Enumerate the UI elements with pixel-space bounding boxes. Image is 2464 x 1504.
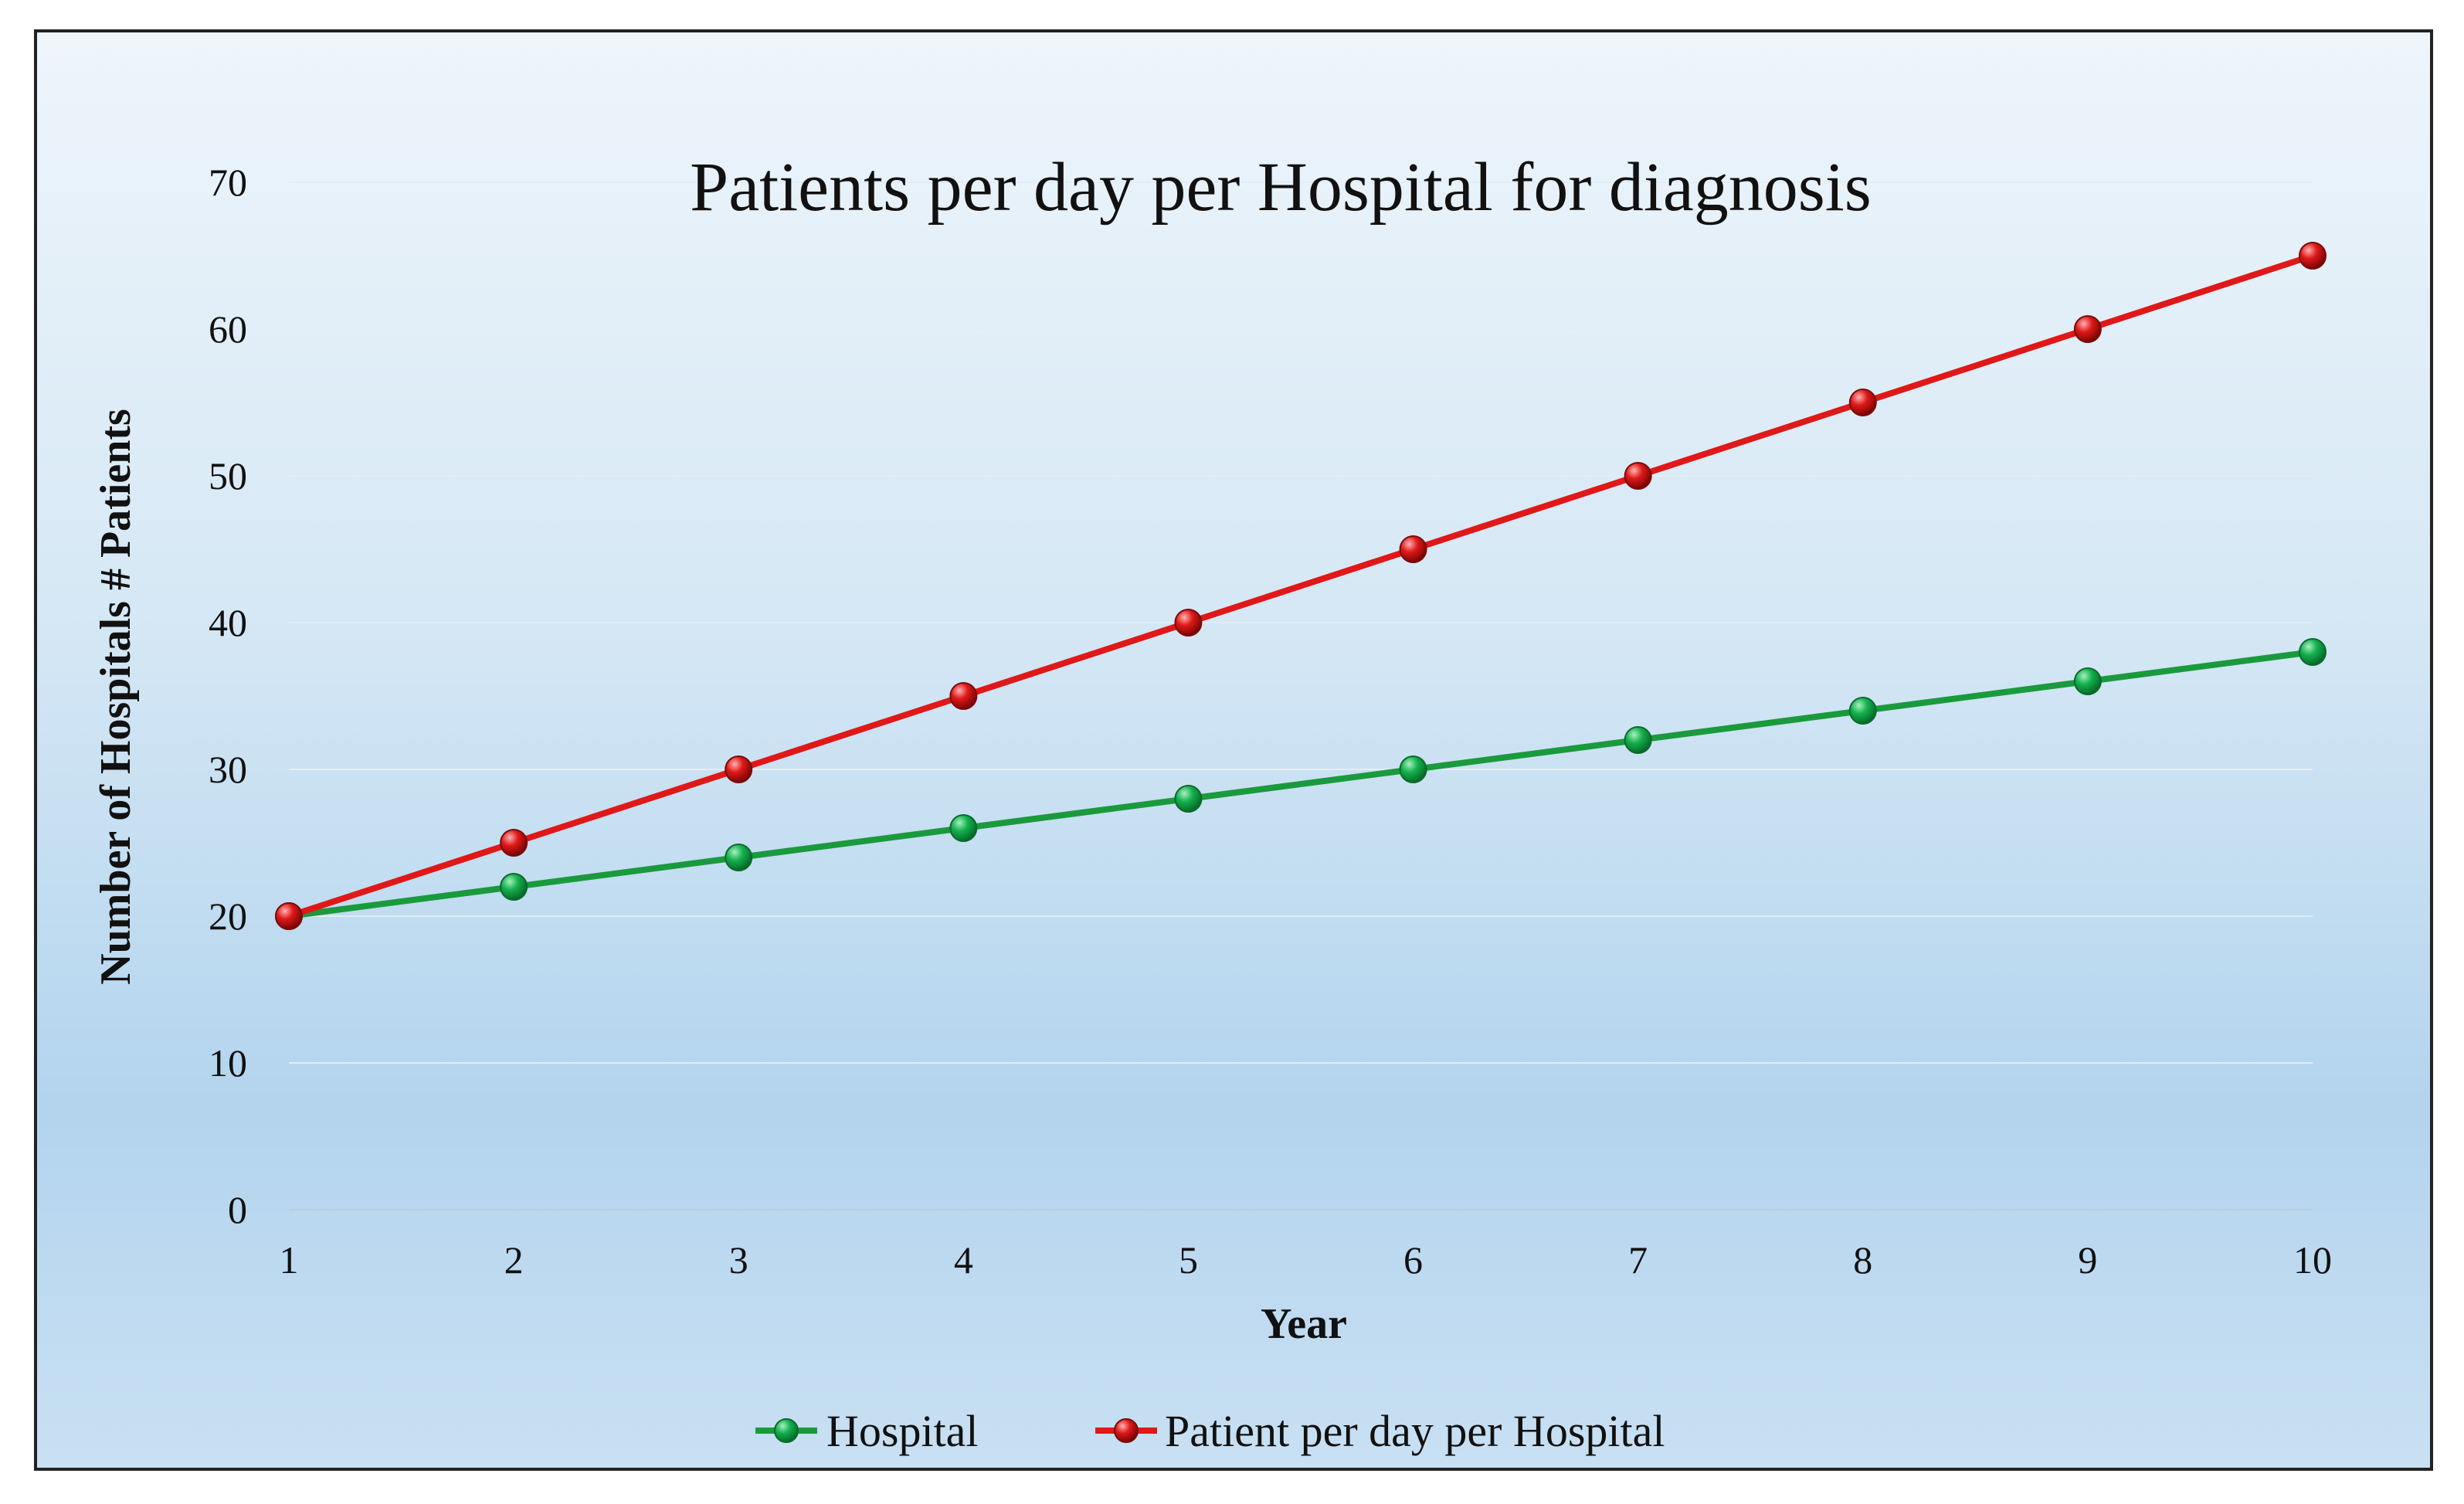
x-tick-label: 10 xyxy=(2293,1238,2332,1282)
legend-label: Hospital xyxy=(826,1406,979,1456)
chart-title: Patients per day per Hospital for diagno… xyxy=(690,149,1872,226)
x-axis-title: Year xyxy=(1261,1300,1347,1348)
data-point xyxy=(1624,462,1652,490)
data-point xyxy=(1174,785,1203,813)
legend-item: Patient per day per Hospital xyxy=(1095,1406,1665,1456)
data-point xyxy=(2073,315,2102,343)
data-point xyxy=(1399,535,1427,563)
data-point xyxy=(2299,242,2327,270)
series-line xyxy=(286,253,2316,919)
x-tick-label: 6 xyxy=(1403,1238,1423,1282)
gridlines xyxy=(289,182,2313,1211)
x-tick-label: 8 xyxy=(1853,1238,1872,1282)
chart-frame: 0 10 20 30 40 50 60 70 1 2 3 4 5 6 7 8 9 10 Patients per… xyxy=(34,29,2433,1471)
data-point xyxy=(1624,726,1652,754)
y-tick-label: 60 xyxy=(209,307,247,351)
y-axis-title: Number of Hospitals # Patients xyxy=(92,409,140,985)
data-point xyxy=(500,873,528,901)
data-point xyxy=(1399,755,1427,783)
data-point xyxy=(1174,609,1203,637)
x-tick-label: 3 xyxy=(729,1238,748,1282)
x-axis-ticks: 1 2 3 4 5 6 7 8 9 10 xyxy=(280,1238,2333,1282)
y-tick-label: 0 xyxy=(228,1188,247,1231)
x-tick-label: 2 xyxy=(504,1238,524,1282)
data-point xyxy=(2073,667,2102,695)
y-tick-label: 50 xyxy=(209,454,247,497)
series-line xyxy=(286,649,2316,919)
data-point xyxy=(1848,389,1877,416)
x-tick-label: 7 xyxy=(1628,1238,1648,1282)
data-point xyxy=(949,682,978,710)
legend-marker xyxy=(1114,1418,1139,1443)
data-point xyxy=(1848,697,1877,725)
series-lines xyxy=(275,242,2327,930)
y-tick-label: 10 xyxy=(209,1041,247,1085)
y-axis-ticks: 0 10 20 30 40 50 60 70 xyxy=(209,161,247,1231)
legend-marker xyxy=(774,1418,799,1443)
y-tick-label: 40 xyxy=(209,601,247,644)
data-point xyxy=(725,755,753,783)
data-point xyxy=(500,829,528,857)
x-tick-label: 4 xyxy=(954,1238,973,1282)
x-tick-label: 9 xyxy=(2078,1238,2097,1282)
y-tick-label: 70 xyxy=(209,161,247,204)
y-tick-label: 30 xyxy=(209,748,247,791)
line-chart: 0 10 20 30 40 50 60 70 1 2 3 4 5 6 7 8 9 10 Patients per… xyxy=(92,149,2333,1456)
data-point xyxy=(2299,638,2327,666)
data-point xyxy=(949,814,978,842)
x-tick-label: 5 xyxy=(1179,1238,1198,1282)
series-hospital xyxy=(275,638,2327,930)
legend-item: Hospital xyxy=(755,1406,979,1456)
y-tick-label: 20 xyxy=(209,895,247,938)
legend: Hospital Patient per day per Hospital xyxy=(755,1406,1665,1456)
legend-label: Patient per day per Hospital xyxy=(1165,1406,1665,1456)
series-patient-per-day xyxy=(275,242,2327,930)
data-point xyxy=(275,902,303,930)
data-point xyxy=(725,844,753,871)
x-tick-label: 1 xyxy=(280,1238,299,1282)
